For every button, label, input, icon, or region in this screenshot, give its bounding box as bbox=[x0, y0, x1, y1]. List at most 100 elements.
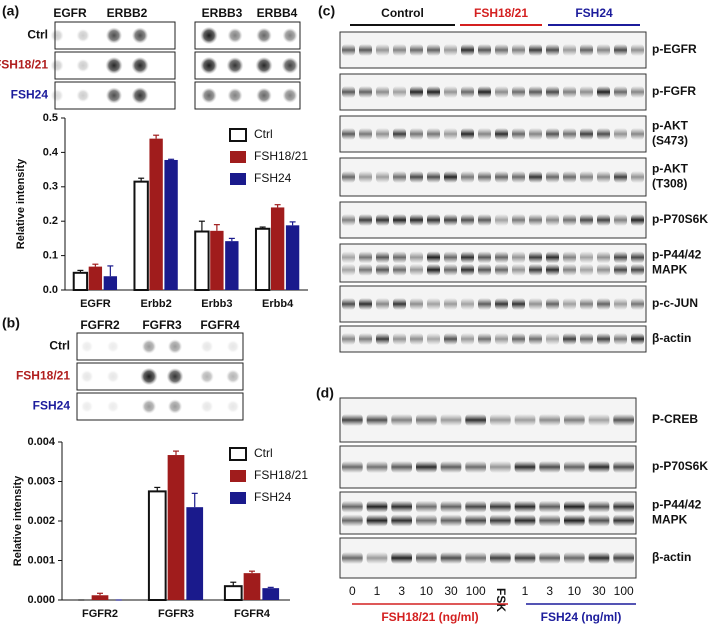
row-label: FSH24 bbox=[33, 399, 71, 413]
band bbox=[631, 263, 644, 276]
band bbox=[563, 171, 576, 183]
band bbox=[342, 298, 355, 310]
y-tick-label: 0.5 bbox=[43, 112, 58, 124]
row-label: FSH18/21 bbox=[16, 369, 70, 383]
y-tick-label: 0.003 bbox=[27, 475, 55, 487]
band bbox=[359, 263, 372, 276]
band bbox=[391, 414, 412, 426]
band bbox=[563, 251, 576, 264]
bar bbox=[194, 230, 210, 292]
row-label: β-actin bbox=[652, 331, 691, 345]
band bbox=[393, 171, 406, 183]
band bbox=[478, 44, 491, 56]
band bbox=[478, 214, 491, 226]
dot bbox=[50, 89, 64, 102]
band bbox=[444, 44, 457, 56]
band bbox=[410, 298, 423, 310]
band bbox=[631, 86, 644, 98]
band bbox=[490, 461, 511, 473]
blot-box bbox=[339, 325, 647, 353]
band bbox=[495, 214, 508, 226]
band bbox=[461, 298, 474, 310]
dot bbox=[105, 56, 123, 75]
lane-label: 1 bbox=[374, 584, 381, 598]
band bbox=[580, 298, 593, 310]
bar bbox=[91, 595, 109, 600]
band bbox=[580, 86, 593, 98]
x-tick-label: FGFR4 bbox=[234, 608, 271, 620]
band bbox=[512, 214, 525, 226]
band bbox=[440, 414, 462, 426]
band bbox=[613, 414, 634, 426]
band bbox=[563, 263, 576, 276]
x-tick-label: Erbb2 bbox=[141, 298, 172, 310]
row-label: p-AKT bbox=[652, 119, 689, 133]
band bbox=[359, 44, 372, 56]
band bbox=[444, 171, 457, 183]
band bbox=[631, 171, 644, 183]
band bbox=[359, 128, 372, 140]
band bbox=[597, 251, 610, 264]
bar bbox=[254, 227, 271, 292]
band bbox=[613, 552, 634, 564]
band bbox=[631, 128, 644, 140]
band bbox=[461, 128, 474, 140]
band bbox=[359, 298, 372, 310]
band bbox=[478, 128, 491, 140]
band bbox=[613, 514, 634, 527]
dot bbox=[167, 339, 183, 354]
dot bbox=[227, 28, 243, 43]
band bbox=[597, 214, 610, 226]
band bbox=[410, 86, 423, 98]
band bbox=[564, 514, 585, 527]
band bbox=[391, 552, 412, 564]
band bbox=[461, 214, 474, 226]
band bbox=[546, 171, 559, 183]
band bbox=[546, 333, 559, 345]
band bbox=[613, 461, 634, 473]
band bbox=[564, 461, 585, 473]
dot bbox=[227, 88, 243, 103]
band bbox=[410, 128, 423, 140]
band bbox=[342, 333, 355, 345]
band bbox=[427, 214, 440, 226]
y-axis-label: Relative intensity bbox=[12, 475, 24, 566]
band bbox=[614, 263, 627, 276]
band bbox=[465, 461, 486, 473]
band bbox=[588, 514, 610, 527]
band bbox=[490, 552, 511, 564]
band bbox=[546, 251, 559, 264]
band bbox=[563, 298, 576, 310]
band bbox=[514, 500, 536, 513]
band bbox=[461, 263, 474, 276]
dot bbox=[107, 340, 119, 353]
band bbox=[342, 251, 355, 264]
dot bbox=[81, 400, 93, 413]
dot bbox=[282, 88, 298, 103]
band bbox=[588, 461, 610, 473]
band bbox=[410, 44, 423, 56]
band bbox=[614, 298, 627, 310]
band bbox=[478, 251, 491, 264]
band bbox=[495, 44, 508, 56]
band bbox=[495, 251, 508, 264]
band bbox=[529, 86, 542, 98]
band bbox=[614, 171, 627, 183]
dot bbox=[106, 370, 120, 383]
band bbox=[546, 128, 559, 140]
band bbox=[440, 500, 462, 513]
band bbox=[529, 263, 542, 276]
band bbox=[391, 461, 412, 473]
dot bbox=[167, 399, 183, 414]
band bbox=[465, 414, 486, 426]
band bbox=[427, 298, 440, 310]
bar bbox=[164, 159, 178, 290]
band bbox=[444, 128, 457, 140]
band bbox=[465, 500, 486, 513]
dot bbox=[76, 88, 90, 103]
band bbox=[416, 500, 437, 513]
band bbox=[539, 552, 560, 564]
band bbox=[427, 86, 440, 98]
band bbox=[514, 552, 536, 564]
band bbox=[342, 263, 355, 276]
